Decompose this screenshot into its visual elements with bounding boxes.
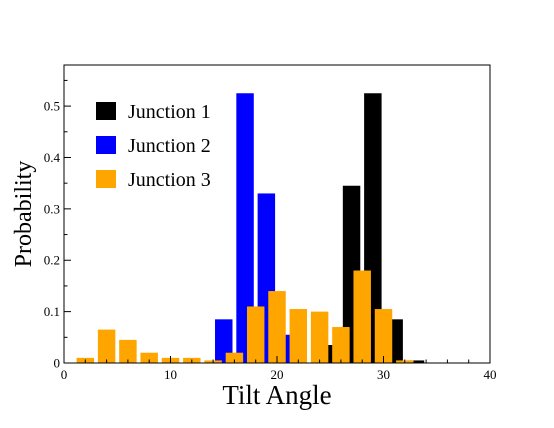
- y-tick-label: 0.4: [44, 150, 61, 165]
- y-tick-label: 0.3: [44, 201, 60, 216]
- legend: Junction 1 Junction 2 Junction 3: [96, 101, 211, 191]
- x-axis-label: Tilt Angle: [222, 380, 331, 410]
- bar-series-3-13: [353, 270, 371, 363]
- legend-swatch-3: [96, 170, 116, 188]
- y-tick-label: 0.2: [44, 253, 60, 268]
- y-tick-label: 0.5: [44, 99, 60, 114]
- bar-series-3-2: [119, 339, 137, 363]
- y-tick-label: 0: [54, 356, 61, 371]
- bar-series-3-9: [268, 291, 286, 363]
- legend-label-2: Junction 2: [128, 135, 211, 157]
- bar-series-2-0: [215, 319, 233, 363]
- bar-series-2-1: [236, 93, 254, 363]
- x-tick-label: 40: [484, 367, 497, 382]
- legend-label-1: Junction 1: [128, 101, 211, 123]
- legend-swatch-1: [96, 102, 116, 120]
- bar-series-3-14: [374, 309, 393, 363]
- y-tick-label: 0.1: [44, 304, 60, 319]
- bar-series-3-1: [97, 329, 116, 363]
- x-tick-label: 0: [61, 367, 68, 382]
- bar-series-3-10: [289, 309, 308, 363]
- x-tick-label: 20: [271, 367, 284, 382]
- bar-series-3-8: [246, 306, 265, 363]
- x-tick-label: 10: [164, 367, 177, 382]
- bar-series-3-3: [140, 352, 158, 363]
- bar-series-3-12: [332, 327, 350, 363]
- bar-series-3-7: [225, 352, 244, 363]
- bar-series-3-11: [310, 311, 329, 363]
- axis-ticks: 0 10 20 30 40 0 0.1 0.2 0.3 0.4 0.5: [44, 79, 497, 382]
- x-tick-label: 30: [377, 367, 390, 382]
- legend-swatch-2: [96, 136, 116, 154]
- y-axis-label: Probability: [11, 161, 37, 268]
- legend-label-3: Junction 3: [128, 169, 211, 191]
- bars-layer: [76, 93, 425, 363]
- bar-series-1-4: [406, 360, 425, 363]
